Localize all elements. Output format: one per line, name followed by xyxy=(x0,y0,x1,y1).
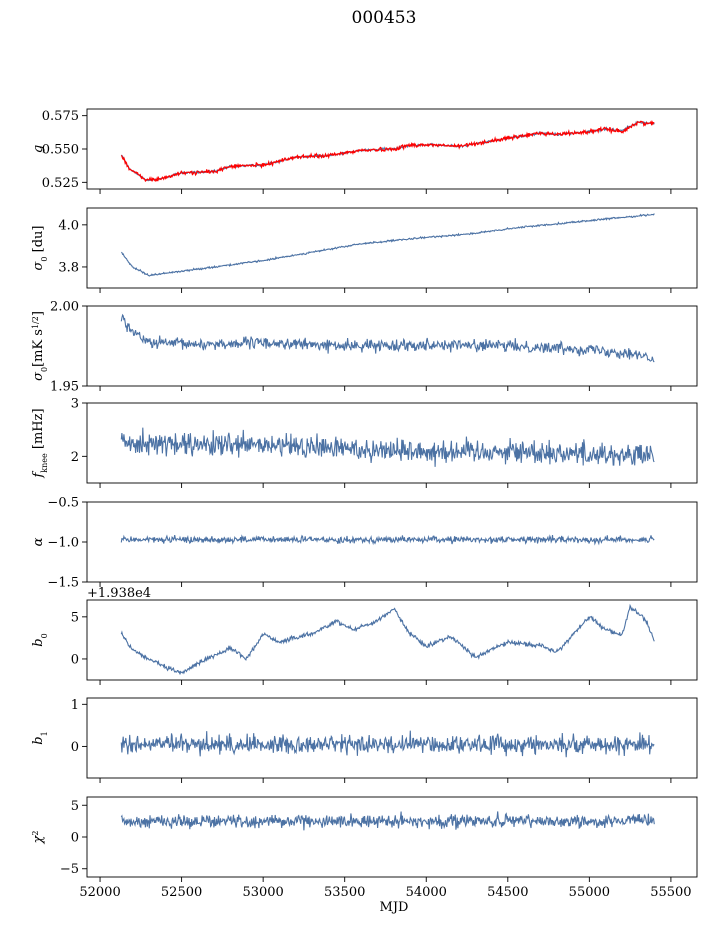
y-tick-label: −0.5 xyxy=(47,496,79,511)
y-tick-label: 0 xyxy=(71,831,79,846)
y-tick-label: 5 xyxy=(71,799,79,814)
series-line-chi2 xyxy=(120,811,655,831)
y-tick-label: 0.550 xyxy=(42,143,79,158)
x-tick-label: 52000 xyxy=(79,885,120,900)
y-tick-label: 0.575 xyxy=(42,109,79,124)
panel-alpha: −1.5 −1.0 −0.5 α xyxy=(31,496,698,591)
x-tick-label: 55000 xyxy=(569,885,610,900)
overlay-line-g xyxy=(120,120,655,183)
y-tick-label: −1.0 xyxy=(47,536,79,551)
y-axis-label: g xyxy=(31,145,46,153)
y-axis-label: σ0[mK s1/2] xyxy=(31,311,49,381)
panel-b0: 0 5 b0 +1.938e4 xyxy=(31,586,698,685)
panel-fknee: 2 3 fknee [mHz] xyxy=(31,397,698,488)
panel-frame xyxy=(86,207,698,289)
x-tick-label: 54500 xyxy=(487,885,528,900)
y-tick-label: 0 xyxy=(71,740,79,755)
panels: 0.525 0.550 0.575 g 3.8 4.0 σ0 [du] 1.95 2.00σ0[… xyxy=(31,108,698,915)
x-tick-label: 52500 xyxy=(161,885,202,900)
series-line-sigma0 xyxy=(120,213,655,277)
series-line-b0 xyxy=(120,603,655,675)
x-tick-label: 53000 xyxy=(242,885,283,900)
series-line-alpha xyxy=(120,534,655,546)
series-line-b1 xyxy=(120,730,655,758)
y-tick-label: 2 xyxy=(71,450,79,465)
x-tick-label: 54000 xyxy=(406,885,447,900)
panel-frame xyxy=(86,796,698,878)
y-tick-label: 0.525 xyxy=(42,176,79,191)
panel-sigma0: 3.8 4.0 σ0 [du] xyxy=(31,207,698,293)
y-tick-label: 1 xyxy=(71,698,79,713)
y-axis-label: α xyxy=(31,537,46,546)
y-tick-label: 2.00 xyxy=(50,300,79,315)
panel-chi2: 52000 52500 53000 53500 54000 54500 55000 55500… xyxy=(31,796,698,915)
y-axis-label: χ2 xyxy=(31,831,47,845)
y-tick-label: 1.95 xyxy=(50,380,79,395)
panel-g: 0.525 0.550 0.575 g xyxy=(31,108,698,194)
y-axis-label: b0 xyxy=(31,633,49,646)
x-tick-label: 55500 xyxy=(650,885,691,900)
panel-frame xyxy=(86,305,698,387)
y-tick-label: 5 xyxy=(71,610,79,625)
y-axis-label: b1 xyxy=(31,731,49,744)
y-tick-label: −5 xyxy=(60,862,79,877)
panel-b1: 0 1 b1 xyxy=(31,697,698,783)
y-tick-label: −1.5 xyxy=(47,576,79,591)
y-axis-label: fknee [mHz] xyxy=(31,408,49,478)
panel-frame xyxy=(86,697,698,779)
x-axis-label: MJD xyxy=(380,900,409,915)
x-tick-label: 53500 xyxy=(324,885,365,900)
series-line-sigma0_mk xyxy=(120,313,655,363)
y-tick-label: 4.0 xyxy=(58,218,79,233)
y-tick-label: 3 xyxy=(71,397,79,412)
panel-frame xyxy=(86,402,698,484)
y-tick-label: 3.8 xyxy=(58,260,79,275)
y-offset-label: +1.938e4 xyxy=(87,586,151,601)
figure-title: 000453 xyxy=(352,8,417,28)
series-line-fknee xyxy=(120,427,655,467)
y-tick-label: 0 xyxy=(71,652,79,667)
panel-frame xyxy=(86,599,698,681)
y-axis-label: σ0 [du] xyxy=(31,226,49,271)
